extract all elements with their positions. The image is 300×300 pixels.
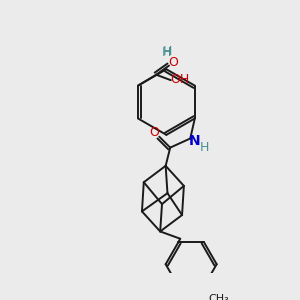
Text: O: O: [149, 126, 159, 139]
Text: OH: OH: [170, 73, 190, 86]
Text: H: H: [162, 46, 171, 59]
Text: N: N: [189, 134, 201, 148]
Text: H: H: [163, 44, 172, 58]
Text: O: O: [169, 56, 178, 69]
Text: CH₃: CH₃: [208, 294, 229, 300]
Text: H: H: [200, 141, 209, 154]
